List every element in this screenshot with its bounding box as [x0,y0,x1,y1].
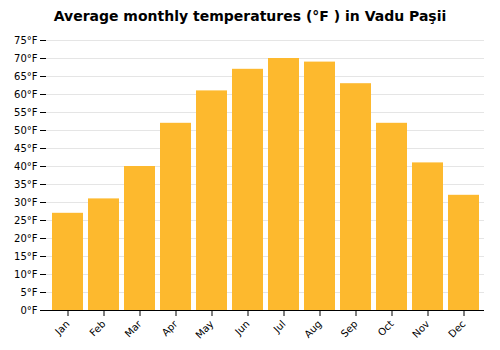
svg-text:30°F: 30°F [14,197,38,208]
svg-text:65°F: 65°F [14,71,38,82]
svg-text:Sep: Sep [339,318,360,339]
svg-text:Apr: Apr [160,318,181,339]
svg-text:50°F: 50°F [14,125,38,136]
svg-text:Jun: Jun [232,318,252,338]
svg-text:Jul: Jul [271,318,288,335]
svg-text:70°F: 70°F [14,53,38,64]
svg-text:Mar: Mar [123,318,145,340]
svg-text:Aug: Aug [302,318,324,340]
svg-text:May: May [193,318,215,340]
svg-text:55°F: 55°F [14,107,38,118]
svg-text:60°F: 60°F [14,89,38,100]
svg-text:20°F: 20°F [14,233,38,244]
svg-text:35°F: 35°F [14,179,38,190]
svg-text:75°F: 75°F [14,35,38,46]
svg-text:10°F: 10°F [14,269,38,280]
svg-text:Jan: Jan [52,318,71,337]
svg-text:5°F: 5°F [20,287,37,298]
svg-text:40°F: 40°F [14,161,38,172]
svg-text:Nov: Nov [410,318,432,340]
html-text:Average monthly temperatures (: Average monthly temperatures (°F ) in Va… [53,8,447,24]
svg-text:45°F: 45°F [14,143,38,154]
svg-text:Oct: Oct [376,318,396,338]
svg-text:0°F: 0°F [20,305,37,316]
svg-text:Dec: Dec [446,318,467,339]
svg-text:15°F: 15°F [14,251,38,262]
svg-text:Feb: Feb [87,318,107,338]
svg-text:25°F: 25°F [14,215,38,226]
